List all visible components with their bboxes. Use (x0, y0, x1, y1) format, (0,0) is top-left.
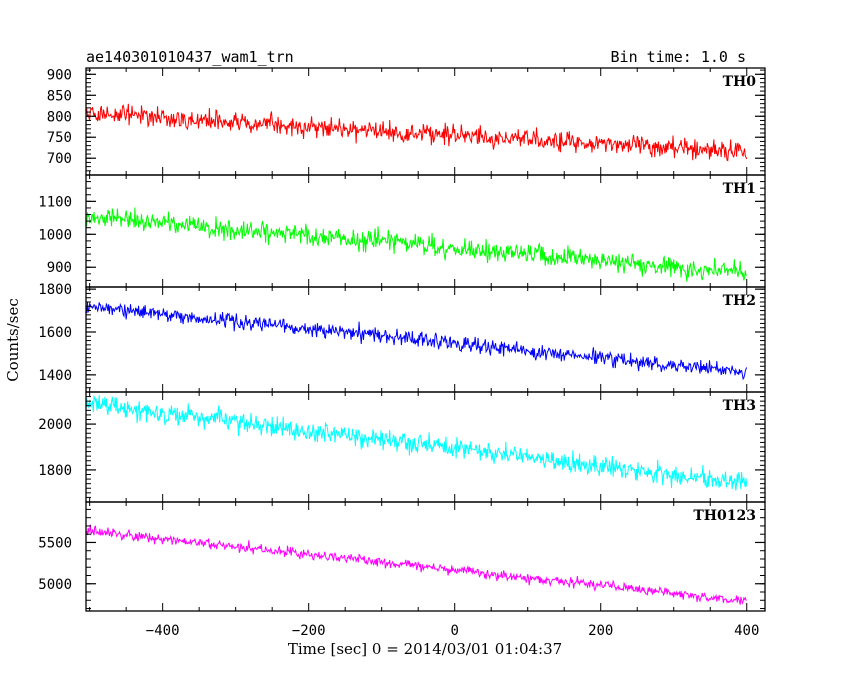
y-tick-label: 5500 (38, 535, 72, 551)
y-tick-label: 2000 (38, 417, 72, 433)
x-tick-label: 400 (734, 623, 759, 639)
y-tick-label: 1000 (38, 227, 72, 243)
x-tick-label: −200 (292, 623, 326, 639)
panel-label: TH0123 (693, 508, 756, 524)
series-line-th2 (86, 301, 748, 381)
y-tick-label: 750 (47, 130, 72, 146)
panel-th2: 1400 1600 1800 TH2 (38, 282, 766, 393)
x-tick-label: −400 (146, 623, 180, 639)
panel-th3: 1800 2000 TH3 (38, 391, 766, 503)
panel-label: TH1 (723, 181, 756, 197)
panel-label: TH0 (723, 74, 757, 90)
panel-th0123: 5000 5500 TH0123 (38, 501, 766, 612)
panel-label: TH2 (723, 293, 756, 309)
panel-frame (85, 67, 766, 176)
y-tick-label: 1100 (38, 194, 72, 210)
panel-frame (85, 501, 766, 612)
x-axis-title: Time [sec] 0 = 2014/03/01 01:04:37 (288, 640, 562, 658)
y-axis-title: Counts/sec (4, 298, 22, 382)
panels: 700 750 800 850 900 TH0 900 1000 1100 TH1 1400 1600… (38, 67, 766, 639)
panel-label: TH3 (723, 398, 756, 414)
chart-title: ae140301010437_wam1_trn (86, 48, 294, 66)
panel-frame (85, 286, 766, 393)
x-tick-label: 0 (450, 623, 458, 639)
y-tick-label: 5000 (38, 577, 72, 593)
y-tick-label: 1800 (38, 282, 72, 298)
y-tick-label: 900 (47, 260, 72, 276)
y-tick-label: 1600 (38, 325, 72, 341)
panel-th1: 900 1000 1100 TH1 (38, 174, 766, 288)
series-line-th0 (86, 103, 748, 162)
panel-th0: 700 750 800 850 900 TH0 (47, 67, 766, 176)
y-tick-label: 800 (47, 109, 72, 125)
x-tick-label: 200 (588, 623, 613, 639)
y-tick-label: 1800 (38, 463, 72, 479)
y-tick-label: 1400 (38, 368, 72, 384)
y-tick-label: 700 (47, 151, 72, 167)
y-tick-label: 900 (47, 67, 72, 83)
y-tick-label: 850 (47, 88, 72, 104)
series-line-th3 (86, 394, 748, 491)
series-line-th0123 (86, 524, 747, 605)
series-line-th1 (86, 207, 747, 282)
bin-time-label: Bin time: 1.0 s (611, 48, 746, 66)
